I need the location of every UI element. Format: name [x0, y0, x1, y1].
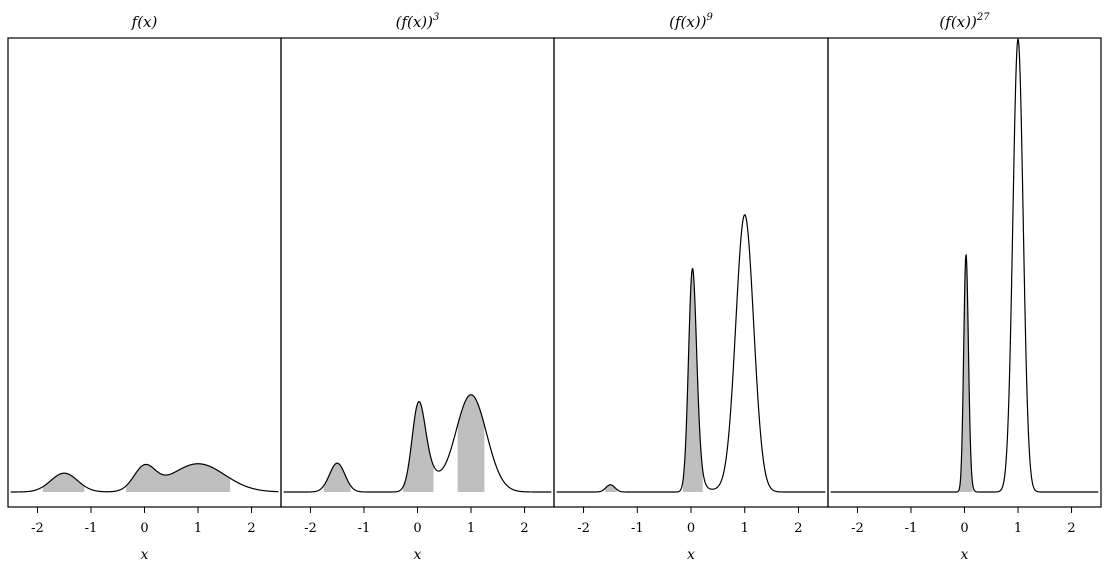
panel-title: (f(x))27: [939, 12, 990, 31]
x-tick-label: -2: [577, 521, 590, 536]
x-tick-label: -1: [631, 521, 644, 536]
x-tick-label: 2: [520, 521, 528, 536]
x-tick-label: 0: [687, 521, 695, 536]
shaded-region-1: [605, 484, 617, 492]
x-tick-label: 1: [1014, 521, 1022, 536]
density-curve: [830, 37, 1099, 493]
panel-title-main: f(x): [131, 13, 158, 31]
x-tick-label: 2: [247, 521, 255, 536]
x-tick-label: -1: [905, 521, 918, 536]
panel-title: f(x): [131, 13, 158, 31]
panel-4: -2 -1 0 1 2 x (f(x))27: [827, 12, 1102, 563]
x-axis-label: x: [414, 547, 422, 563]
x-tick-label: 2: [794, 521, 802, 536]
x-tick-label: 1: [194, 521, 202, 536]
x-axis-label: x: [961, 547, 969, 563]
x-axis-label: x: [141, 547, 149, 563]
panel-frame: [7, 37, 282, 508]
panel-3: -2 -1 0 1 2 x (f(x))9: [553, 12, 829, 563]
x-tick-label: -2: [304, 521, 317, 536]
panel-title-main: (f(x)): [939, 13, 977, 31]
density-curve: [283, 394, 552, 493]
panel-title-exponent: 27: [976, 12, 990, 23]
x-tick-label: 0: [140, 521, 148, 536]
panel-title-exponent: 9: [707, 12, 714, 23]
x-axis-label: x: [687, 547, 695, 563]
panel-title: (f(x))9: [669, 12, 713, 31]
x-tick-label: 2: [1067, 521, 1075, 536]
shaded-region-2: [126, 463, 231, 492]
x-tick-label: 0: [413, 521, 421, 536]
panel-title: (f(x))3: [396, 12, 440, 31]
x-tick-label: -1: [358, 521, 371, 536]
x-tick-label: 1: [467, 521, 475, 536]
x-tick-label: -2: [851, 521, 864, 536]
shaded-region-3: [457, 394, 485, 492]
shaded-region-2: [403, 401, 434, 492]
density-curve: [556, 214, 826, 493]
shaded-region-1: [323, 463, 351, 492]
x-tick-label: 1: [741, 521, 749, 536]
panel-title-main: (f(x)): [669, 13, 707, 31]
shaded-region-2: [682, 268, 703, 492]
x-tick-label: -2: [31, 521, 44, 536]
x-tick-label: -1: [85, 521, 98, 536]
x-tick-label: 0: [960, 521, 968, 536]
panel-title-main: (f(x)): [396, 13, 434, 31]
panel-title-exponent: 3: [433, 12, 439, 23]
panel-2: -2 -1 0 1 2 x (f(x))3: [280, 12, 555, 563]
panel-1: -2 -1 0 1 2 x f(x): [7, 13, 282, 563]
density-curve: [10, 463, 279, 493]
